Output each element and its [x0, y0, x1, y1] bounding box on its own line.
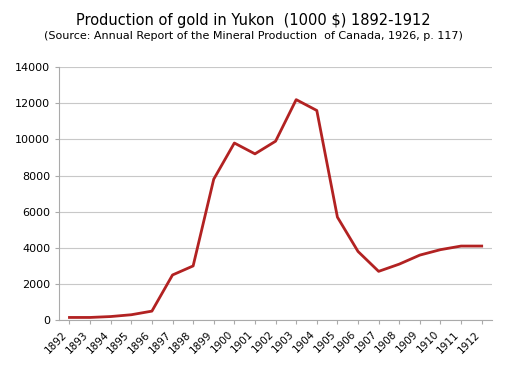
Text: (Source: Annual Report of the Mineral Production  of Canada, 1926, p. 117): (Source: Annual Report of the Mineral Pr… [44, 31, 463, 41]
Text: Production of gold in Yukon  (1000 $) 1892-1912: Production of gold in Yukon (1000 $) 189… [76, 13, 431, 28]
